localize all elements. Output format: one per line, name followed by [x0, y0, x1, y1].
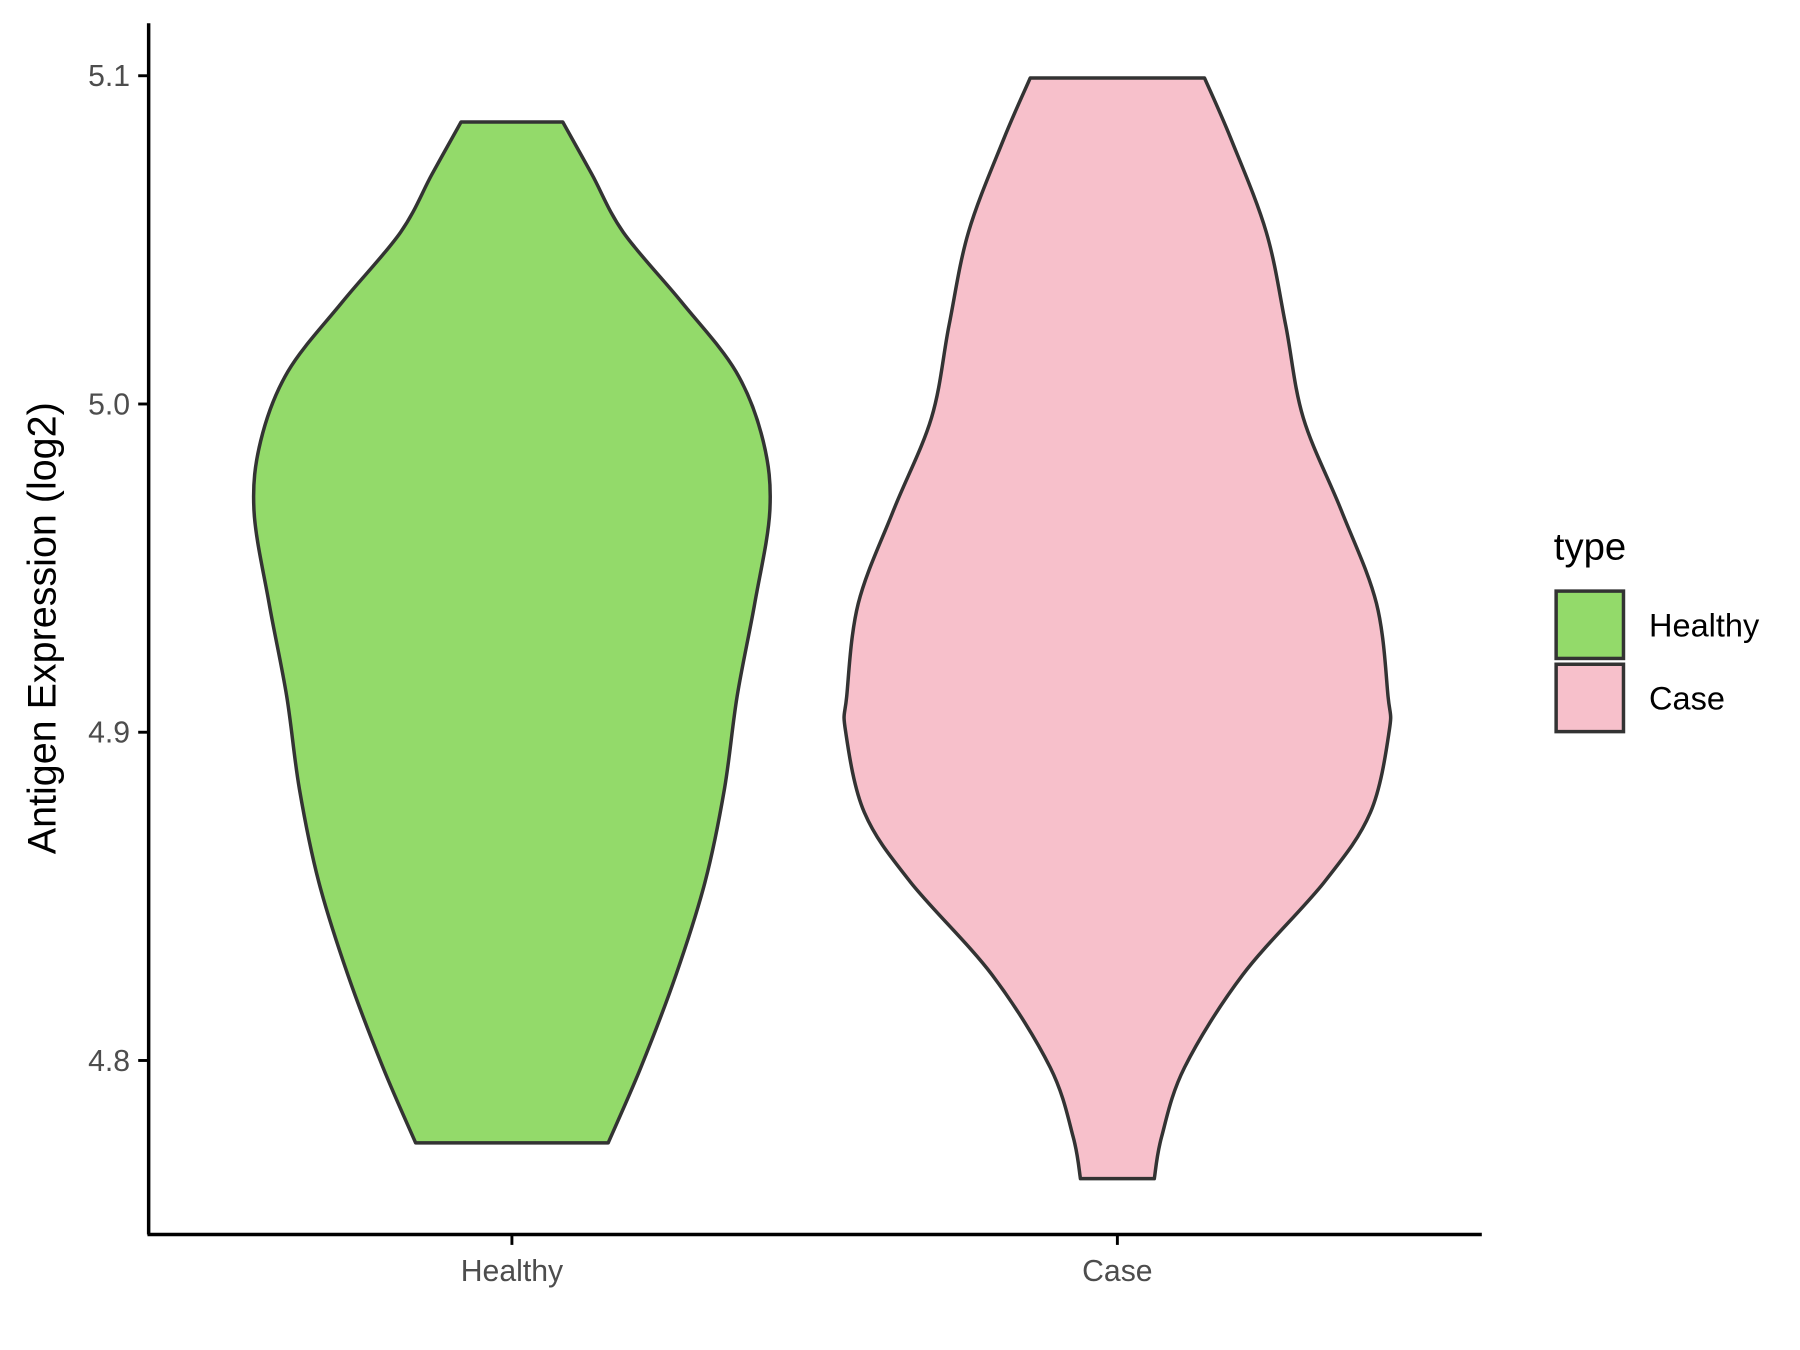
y-axis-title: Antigen Expression (log2) — [21, 402, 65, 854]
legend-key — [1554, 662, 1626, 734]
x-tick-label: Case — [1082, 1255, 1152, 1288]
legend-label: Healthy — [1649, 607, 1760, 643]
violin — [842, 76, 1393, 1181]
y-tick-label: 4.9 — [88, 717, 130, 750]
legend-label: Case — [1649, 681, 1725, 717]
plot-area — [251, 76, 1393, 1181]
y-tick-label: 4.8 — [88, 1045, 130, 1078]
y-tick-label: 5.0 — [88, 388, 130, 421]
legend-key — [1554, 589, 1626, 661]
y-tick-label: 5.1 — [88, 60, 130, 93]
legend-title: type — [1554, 526, 1626, 569]
x-tick-label: Healthy — [461, 1255, 564, 1288]
violin — [251, 120, 772, 1145]
